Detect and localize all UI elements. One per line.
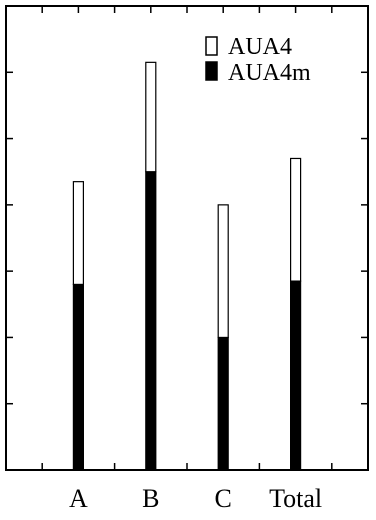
x-axis-labels: A B C Total (69, 484, 322, 513)
bar-aua4-b (145, 61, 157, 173)
legend-label-aua4m: AUA4m (228, 60, 311, 86)
bar-aua4m-b (145, 171, 157, 471)
legend-label-aua4: AUA4 (228, 34, 292, 60)
legend: AUA4 AUA4m (205, 34, 311, 86)
bar-aua4-total (290, 157, 302, 282)
bars-group (72, 61, 302, 471)
plot-frame (5, 5, 369, 471)
bar-aua4m-total (290, 280, 302, 471)
bar-aua4m-c (217, 336, 229, 471)
bar-aua4-c (217, 204, 229, 339)
legend-swatch-aua4 (205, 36, 218, 56)
bar-aua4m-a (72, 283, 85, 471)
axis-ticks (6, 6, 368, 470)
legend-swatch-aua4m (205, 61, 218, 81)
x-label-total: Total (269, 484, 322, 513)
x-label-b: B (142, 484, 159, 513)
bar-aua4-a (72, 181, 85, 286)
x-label-c: C (215, 484, 232, 513)
x-label-a: A (69, 484, 88, 513)
